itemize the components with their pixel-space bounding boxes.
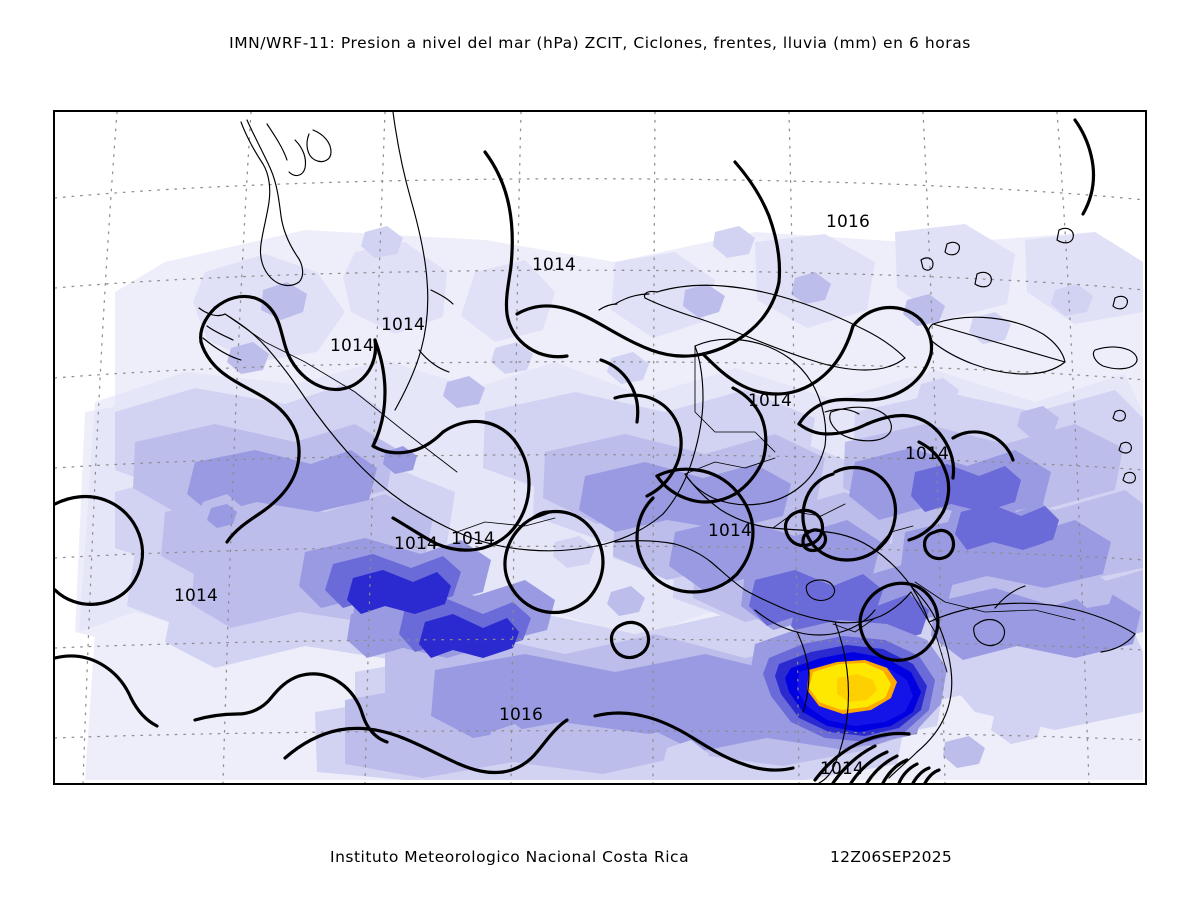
- isobar-label: 1016: [499, 705, 543, 725]
- coastlines: [198, 112, 1138, 783]
- svg-text:1014: 1014: [905, 444, 949, 464]
- svg-text:1014: 1014: [174, 586, 218, 606]
- svg-text:1014: 1014: [451, 529, 495, 549]
- isobar-label: 1016: [826, 212, 870, 232]
- isobar-label: 1014: [820, 759, 864, 779]
- isobar-labels: 1014 1016 1014 1014 1014 1014 1014 1014 …: [174, 212, 949, 779]
- footer-institution: Instituto Meteorologico Nacional Costa R…: [330, 848, 690, 866]
- isobar-label: 1014: [532, 255, 576, 275]
- precipitation-shading: [75, 224, 1143, 780]
- footer-valid-time: 12Z06SEP2025: [830, 848, 953, 866]
- map-canvas: 1014 1016 1014 1014 1014 1014 1014 1014 …: [55, 112, 1145, 783]
- isobars: [55, 118, 1096, 783]
- isobar-label: 1014: [748, 391, 792, 411]
- page-title: IMN/WRF-11: Presion a nivel del mar (hPa…: [229, 34, 971, 52]
- svg-text:1014: 1014: [820, 759, 864, 779]
- svg-text:1014: 1014: [748, 391, 792, 411]
- isobar-label: 1014: [174, 586, 218, 606]
- svg-text:1014: 1014: [532, 255, 576, 275]
- isobar-label: 1014: [394, 534, 438, 554]
- svg-text:1014: 1014: [330, 336, 374, 356]
- svg-text:1014: 1014: [394, 534, 438, 554]
- isobar-label: 1014: [381, 315, 425, 335]
- isobar-label: 1014: [905, 444, 949, 464]
- isobar-label: 1014: [330, 336, 374, 356]
- isobar-label: 1014: [451, 529, 495, 549]
- svg-text:1016: 1016: [826, 212, 870, 232]
- svg-text:1014: 1014: [708, 521, 752, 541]
- svg-text:1016: 1016: [499, 705, 543, 725]
- svg-text:1014: 1014: [381, 315, 425, 335]
- isobar-label: 1014: [708, 521, 752, 541]
- map-frame: 1014 1016 1014 1014 1014 1014 1014 1014 …: [53, 110, 1147, 785]
